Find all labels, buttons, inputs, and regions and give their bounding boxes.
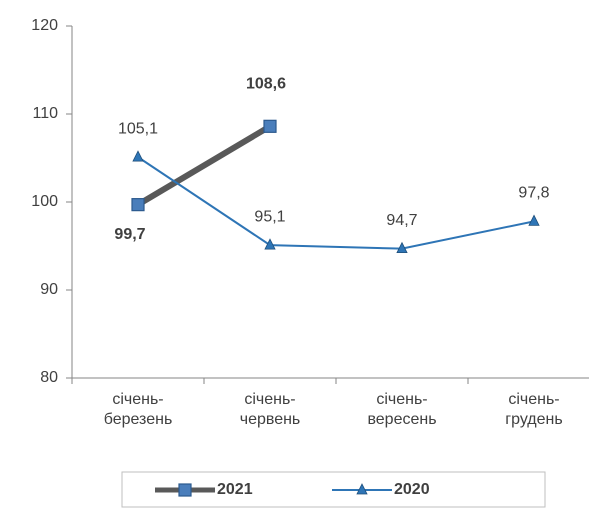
marker xyxy=(528,214,540,226)
data-label: 95,1 xyxy=(254,208,285,225)
x-tick-label: січень-грудень xyxy=(505,391,562,428)
legend-label: 2021 xyxy=(217,481,253,498)
y-tick-label: 80 xyxy=(40,369,58,386)
x-tick-label: січень-вересень xyxy=(367,391,436,428)
data-label: 105,1 xyxy=(118,120,158,137)
x-tick-label: січень-березень xyxy=(104,391,173,428)
data-label: 94,7 xyxy=(386,212,417,229)
y-tick-label: 100 xyxy=(31,193,58,210)
data-label: 97,8 xyxy=(518,185,549,202)
y-tick-label: 120 xyxy=(31,17,58,34)
marker xyxy=(264,238,276,250)
data-label: 108,6 xyxy=(246,76,286,93)
legend-label: 2020 xyxy=(394,481,430,498)
marker xyxy=(356,483,368,495)
x-tick-label: січень-червень xyxy=(240,391,301,428)
y-tick-label: 110 xyxy=(32,105,58,122)
series-line xyxy=(137,156,535,250)
marker xyxy=(263,119,277,133)
marker xyxy=(178,483,192,497)
series-line xyxy=(136,123,272,208)
marker xyxy=(396,241,408,254)
data-label: 99,7 xyxy=(114,226,145,243)
y-tick-label: 90 xyxy=(40,281,58,298)
marker xyxy=(131,198,145,212)
marker xyxy=(132,150,144,162)
